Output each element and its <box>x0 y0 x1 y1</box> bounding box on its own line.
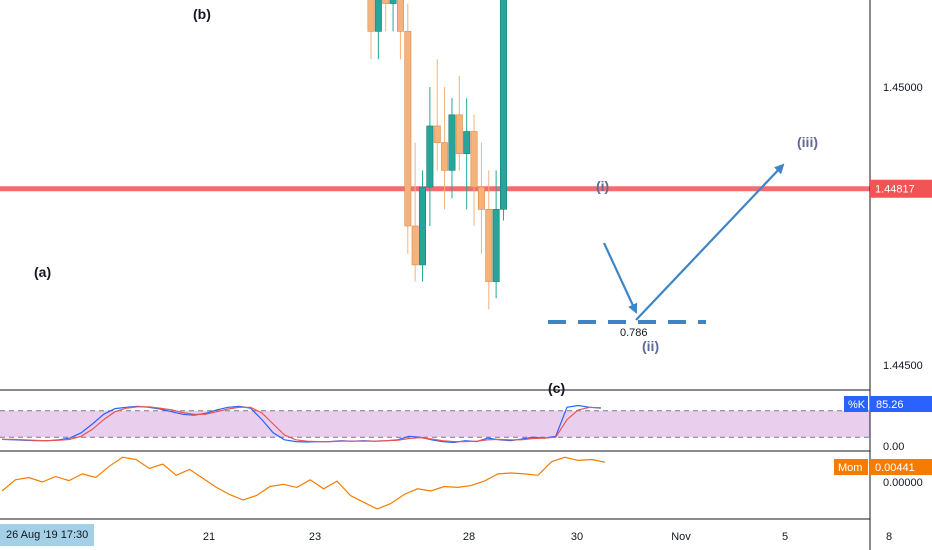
momentum-line <box>1 456 606 510</box>
candle-body <box>419 186 426 266</box>
time-tick: 8 <box>886 531 892 543</box>
mom-value: 0.00441 <box>875 462 915 474</box>
candle-body <box>367 0 375 32</box>
mom-value-tag <box>870 459 932 475</box>
wave-label: (b) <box>193 6 211 22</box>
time-tick: 23 <box>309 531 321 543</box>
stoch-value-tag <box>870 396 932 412</box>
time-tick: 5 <box>782 531 788 543</box>
time-tick: 21 <box>203 531 215 543</box>
mom-name-tag <box>834 459 868 475</box>
candle-body <box>492 209 500 282</box>
candle-body <box>374 0 382 32</box>
stoch-tick: 0.00 <box>883 441 904 453</box>
wave-label: (i) <box>596 178 609 194</box>
momentum-tick: 0.00000 <box>883 477 923 489</box>
candle-body <box>470 131 478 188</box>
level-value: 1.44817 <box>875 184 915 196</box>
price-pane[interactable]: 0.786 (b) (a) (c) (i) (ii) (iii) <box>0 0 870 396</box>
wave-ii-arrow <box>603 242 638 314</box>
candle-body <box>382 0 390 4</box>
price-tick: 1.45000 <box>883 82 923 94</box>
time-axis[interactable]: 21 23 28 30 Nov 5 8 <box>203 531 892 543</box>
candle-body <box>433 125 441 143</box>
time-tick: 28 <box>463 531 475 543</box>
wave-iii-arrow <box>635 163 785 321</box>
candle-body <box>463 131 471 155</box>
level-tag <box>870 179 932 198</box>
time-tick: Nov <box>671 531 691 543</box>
fib-label: 0.786 <box>620 327 648 339</box>
stoch-line <box>2 406 601 443</box>
stoch-name-tag <box>844 396 868 412</box>
candle-body <box>396 0 404 32</box>
candle-body <box>426 125 434 188</box>
stoch-name: %K <box>848 399 866 411</box>
stochastic-pane[interactable] <box>0 404 870 452</box>
level-line <box>0 186 870 192</box>
mom-name: Mom <box>838 462 862 474</box>
candle-body <box>389 0 397 4</box>
date-badge: 26 Aug '19 17:30 <box>0 524 95 546</box>
candle-body <box>411 225 419 266</box>
price-axis[interactable]: 1.458351.448171.445001.450001.455001.460… <box>834 0 932 550</box>
candle-body <box>404 31 412 227</box>
candle-body <box>441 142 449 171</box>
candle-body <box>448 114 456 171</box>
candle-body <box>477 186 485 210</box>
momentum-pane[interactable] <box>0 456 870 520</box>
candle-body <box>499 0 507 210</box>
candle-body <box>455 114 463 155</box>
stoch-value: 85.26 <box>876 399 904 411</box>
time-tick: 30 <box>571 531 583 543</box>
candle-body <box>485 209 493 282</box>
price-tick: 1.44500 <box>883 360 923 372</box>
wave-label: (iii) <box>797 134 818 150</box>
wave-label: (ii) <box>642 338 659 354</box>
wave-label: (c) <box>548 380 565 396</box>
stoch-band <box>0 410 870 438</box>
wave-label: (a) <box>34 264 51 280</box>
